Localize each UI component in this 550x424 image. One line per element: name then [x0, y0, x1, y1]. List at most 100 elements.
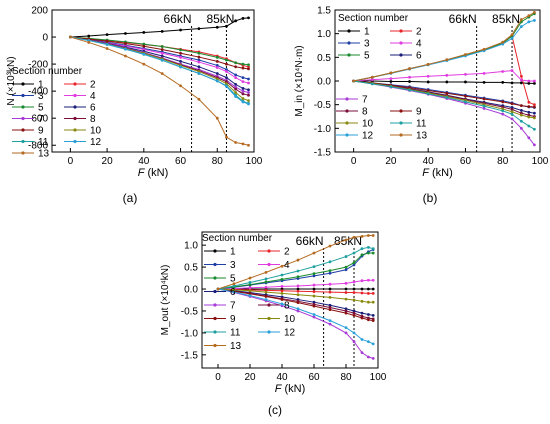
data-point [408, 67, 411, 71]
data-point [445, 80, 449, 84]
data-point [501, 100, 505, 104]
data-point [328, 282, 332, 286]
data-point [197, 55, 201, 59]
data-point [234, 19, 238, 23]
data-point [389, 71, 393, 75]
x-tick-label: 40 [276, 372, 288, 383]
legend-label: 2 [284, 247, 290, 258]
data-point [247, 63, 250, 67]
legend-marker [213, 289, 217, 294]
data-point [241, 76, 245, 80]
data-point [248, 286, 252, 290]
legend-label: 13 [230, 341, 242, 352]
data-point [426, 63, 430, 66]
y-tick-label: 0.0 [184, 285, 198, 296]
data-point [296, 307, 300, 311]
x-tick-label: 100 [246, 156, 263, 167]
data-point [234, 95, 238, 98]
legend-marker [399, 109, 403, 113]
data-point [234, 76, 238, 80]
data-point [87, 34, 91, 38]
data-point [445, 73, 449, 77]
data-point [344, 238, 348, 242]
data-point [426, 89, 430, 92]
legend-title: Section number [338, 13, 409, 24]
data-point [68, 35, 72, 39]
data-point [352, 235, 356, 239]
data-point [367, 340, 370, 344]
series-line-4 [70, 36, 249, 84]
series-line-5 [217, 252, 374, 290]
data-point [533, 116, 536, 120]
data-point [344, 331, 348, 335]
data-point [527, 124, 531, 128]
x-tick-label: 20 [244, 372, 256, 383]
data-point [280, 298, 284, 301]
data-point [197, 60, 201, 64]
reference-label: 85kN [334, 234, 362, 248]
data-point [241, 80, 245, 84]
data-point [370, 82, 374, 86]
legend-label: 2 [90, 80, 96, 91]
data-point [510, 69, 514, 72]
legend-marker [21, 93, 25, 98]
legend-marker [213, 343, 217, 348]
y-tick-label: 1.0 [317, 29, 331, 40]
data-point [216, 287, 220, 291]
data-point [215, 66, 219, 69]
data-point [296, 269, 300, 273]
data-point [426, 80, 430, 84]
x-tick-label: 60 [308, 372, 320, 383]
legend-marker [399, 133, 403, 137]
data-point [367, 313, 370, 316]
data-point [296, 309, 300, 313]
legend-marker [73, 128, 77, 132]
data-point [519, 104, 523, 108]
legend-label: 6 [230, 287, 236, 298]
data-point [344, 309, 348, 313]
data-point [367, 245, 370, 249]
data-point [142, 52, 146, 56]
legend-marker [267, 316, 271, 321]
series-line-12 [353, 19, 535, 82]
data-point [160, 54, 164, 58]
data-point [197, 51, 201, 55]
data-point [344, 281, 348, 285]
data-point [328, 260, 332, 264]
data-point [247, 102, 250, 106]
legend-marker [345, 133, 349, 137]
legend-marker [213, 249, 217, 253]
data-point [124, 54, 127, 58]
data-point [367, 355, 370, 359]
y-tick-label: -0.5 [314, 100, 332, 111]
data-point [408, 75, 411, 79]
legend-marker [347, 53, 351, 57]
x-tick-label: 40 [138, 156, 150, 167]
data-point [248, 276, 252, 280]
data-point [510, 110, 514, 114]
legend-label: 9 [230, 314, 236, 325]
data-point [247, 91, 250, 94]
data-point [225, 70, 228, 73]
data-point [312, 265, 316, 269]
data-point [160, 58, 164, 62]
data-point [215, 79, 219, 83]
x-tick-label: 20 [102, 156, 114, 167]
legend-label: 6 [416, 51, 422, 62]
data-point [367, 287, 370, 291]
data-point [464, 80, 467, 84]
x-tick-label: 0 [68, 156, 74, 167]
data-point [344, 326, 348, 330]
data-point [280, 277, 284, 281]
data-point [328, 244, 332, 248]
reference-label: 66kN [449, 12, 477, 26]
legend-label: 9 [38, 126, 44, 137]
data-point [241, 92, 245, 96]
data-point [352, 331, 356, 335]
data-point [519, 18, 523, 21]
data-point [344, 268, 348, 272]
data-point [360, 299, 364, 303]
data-point [328, 303, 332, 307]
legend-marker [21, 116, 25, 121]
legend-marker [347, 41, 351, 45]
